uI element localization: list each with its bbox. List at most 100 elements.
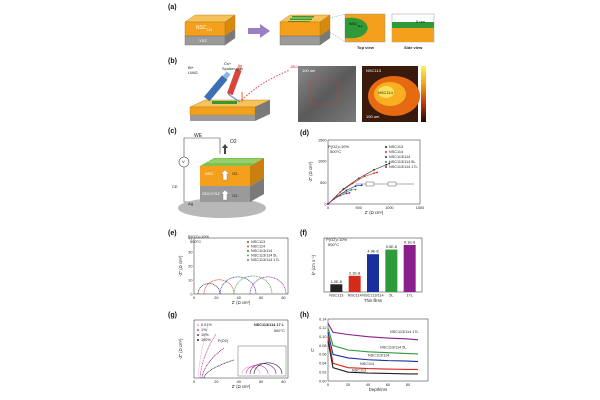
g-title: NSC113/114 17 L xyxy=(254,323,285,327)
panel-a-schematic xyxy=(184,13,435,46)
f-x-tick: NSC114 xyxy=(348,294,362,298)
g-curve xyxy=(201,347,225,379)
chart-f: 1.0E-8 NSC113 2.1E-8 NSC114 4.9E-8 NSC113/114… xyxy=(311,237,423,303)
d-point xyxy=(363,175,366,178)
d-point xyxy=(360,184,363,187)
f-x-tick: 5L xyxy=(389,294,393,298)
o18-label: 18O- xyxy=(290,64,299,69)
h-y-tick: 0.04 xyxy=(319,362,326,366)
h-y-tick: 0.06 xyxy=(319,353,326,357)
d-point xyxy=(373,168,375,171)
d-legend-label: NSC114 xyxy=(389,150,403,154)
d-legend-marker xyxy=(385,166,387,168)
d-point xyxy=(385,163,388,166)
f-y-label: k* (cm s⁻¹) xyxy=(311,254,316,275)
panel-label-g: (g) xyxy=(168,312,177,319)
o2minus-top: O2- xyxy=(232,171,239,176)
bi-label: Bi+ xyxy=(188,65,194,70)
e-arc xyxy=(219,276,257,295)
g-x-tick: 0 xyxy=(193,380,195,384)
h-curve-label: NSC113/114 xyxy=(368,354,389,358)
g-legend-label: 100% xyxy=(201,338,211,342)
e-y-tick: 0 xyxy=(190,292,192,296)
f-bar xyxy=(330,284,343,292)
h-y-tick: 0.08 xyxy=(319,344,326,348)
o2-label: O2 xyxy=(230,139,237,145)
h-x-tick: 40 xyxy=(366,383,370,387)
f-bar-value: 2.1E-8 xyxy=(349,271,360,275)
d-y-tick: 500 xyxy=(320,181,326,185)
e-y-label: -Z" (Ω cm²) xyxy=(178,255,183,276)
h-y-tick: 0.10 xyxy=(319,335,326,339)
h-x-tick: 20 xyxy=(346,383,350,387)
film-sub: 113 xyxy=(206,28,213,32)
d-point xyxy=(354,185,357,187)
f-bar xyxy=(403,244,416,292)
g-inset-frame xyxy=(237,345,287,377)
h-y-tick: 0.14 xyxy=(319,317,326,321)
chart-d: 0 500 1000 1500 0 500 1000 1500 Z' (Ω cm²) -Z" (Ω… xyxy=(308,138,424,215)
top-view-label: Top view xyxy=(357,45,374,50)
g-legend-marker xyxy=(197,334,199,336)
panel-b-schematic xyxy=(189,64,426,122)
g-plot-frame xyxy=(193,319,289,379)
g-x-tick: 60 xyxy=(259,380,263,384)
f-bar xyxy=(367,254,379,292)
panel-label-e: (e) xyxy=(168,230,177,237)
f-bar xyxy=(348,275,361,292)
g-po2-label: P(O2) xyxy=(218,339,229,343)
h-curve-label: NSC113/114 17L xyxy=(390,330,419,334)
panel-label-d: (d) xyxy=(300,130,309,137)
h-series-line xyxy=(327,323,419,341)
h-x-tick: 0 xyxy=(327,383,329,387)
panel-label-c: (c) xyxy=(168,128,177,135)
h-plot-frame xyxy=(327,318,429,382)
d-point xyxy=(345,192,348,195)
d-y-tick: 0 xyxy=(324,202,326,206)
h-x-tick: 60 xyxy=(386,383,390,387)
d-point xyxy=(373,172,375,175)
d-cond1: P(O2)=10% xyxy=(328,144,350,149)
e-legend-marker xyxy=(247,250,249,252)
d-series-line xyxy=(327,192,350,205)
d-x-tick: 500 xyxy=(355,206,361,210)
d-point xyxy=(376,171,378,174)
d-point xyxy=(351,182,354,185)
d-x-tick: 1500 xyxy=(416,206,424,210)
g-curve xyxy=(199,333,217,379)
e-x-tick: 40 xyxy=(237,296,241,300)
e-legend-label: NSC113 xyxy=(251,240,265,244)
g-x-tick: 80 xyxy=(281,380,285,384)
d-y-tick: 1000 xyxy=(318,160,326,164)
e-legend-marker xyxy=(247,245,249,248)
e-legend-label: NSC113/114 xyxy=(251,249,272,253)
d-y-label: -Z" (Ω cm²) xyxy=(308,161,313,182)
cs-label: Cs+ xyxy=(224,61,232,66)
nsc114-map-label: NSC114 xyxy=(378,90,393,95)
e-plot-frame xyxy=(193,237,289,295)
e-y-tick: 20 xyxy=(188,264,192,268)
nsc-cell-label: NSC xyxy=(205,171,214,176)
h-curve-label: NSC113 xyxy=(352,368,366,372)
f-bar-value: 5.5E-8 xyxy=(386,245,397,249)
g-legend-marker xyxy=(197,339,199,341)
e-arc xyxy=(197,283,221,295)
d-point xyxy=(354,188,357,191)
g-x-label: Z' (Ω cm²) xyxy=(232,384,251,389)
f-bar xyxy=(385,249,398,292)
f-bar-value: 6.1E-8 xyxy=(404,240,415,244)
d-point xyxy=(357,177,360,180)
d-legend-label: NSC113 xyxy=(389,145,403,149)
d-point xyxy=(333,197,336,200)
sputter-label: Sputter-gun xyxy=(222,66,243,71)
h-y-label: C' xyxy=(310,348,315,352)
substrate-label: YSZ xyxy=(199,38,207,43)
zoom-inset-sub: 114 xyxy=(357,23,363,28)
zoom-inset-label: NSC xyxy=(349,21,358,26)
film-label: NSC xyxy=(196,25,207,31)
d-series-line xyxy=(327,189,356,205)
thickness-label: 5 nm xyxy=(416,19,425,24)
h-y-tick: 0.00 xyxy=(319,379,326,383)
d-point xyxy=(345,189,348,192)
d-series-line xyxy=(327,172,378,205)
